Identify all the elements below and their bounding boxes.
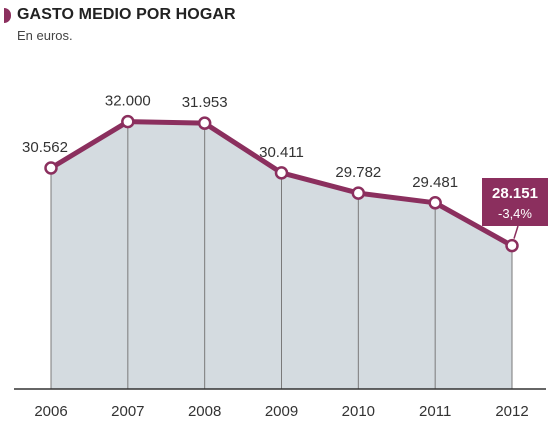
- data-label-2009: 30.411: [259, 144, 304, 161]
- data-point-2007: [121, 114, 135, 129]
- x-tick-label-2007: 2007: [111, 403, 144, 420]
- point-layer: [44, 114, 519, 253]
- data-label-2006: 30.562: [22, 139, 68, 156]
- grid-layer: [50, 121, 513, 389]
- data-label-2007: 32.000: [105, 93, 151, 110]
- x-tick-label-2008: 2008: [188, 403, 221, 420]
- data-label-2008: 31.953: [182, 94, 228, 111]
- chart-subtitle: En euros.: [17, 28, 73, 43]
- label-layer: 30.562 32.000 31.953 30.411 29.782 29.481: [22, 93, 458, 191]
- chart-header: GASTO MEDIO POR HOGAR En euros.: [4, 6, 236, 43]
- x-tick-label-2006: 2006: [34, 403, 67, 420]
- data-point-2008: [197, 116, 212, 130]
- data-point-2010: [351, 186, 366, 200]
- axis-layer: 2006 2007 2008 2009 2010 2011 2012: [14, 388, 546, 420]
- data-point-2011: [428, 196, 442, 210]
- data-label-2011: 29.481: [412, 174, 458, 191]
- data-point-2012: [505, 238, 519, 253]
- title-row: GASTO MEDIO POR HOGAR: [4, 6, 236, 24]
- data-point-2006: [44, 161, 58, 175]
- data-point-2009: [274, 166, 289, 180]
- callout-pointer: [513, 225, 519, 239]
- x-tick-label-2009: 2009: [265, 403, 298, 420]
- data-label-2010: 29.782: [335, 164, 381, 181]
- callout-change-label: -3,4%: [498, 206, 532, 221]
- x-tick-label-2012: 2012: [495, 403, 528, 420]
- chart-title: GASTO MEDIO POR HOGAR: [17, 6, 236, 23]
- title-marker-icon: [4, 7, 11, 23]
- callout-box: [482, 178, 548, 226]
- x-tick-label-2011: 2011: [419, 403, 451, 420]
- callout-layer: 28.151 -3,4%: [482, 178, 548, 239]
- x-tick-label-2010: 2010: [342, 403, 375, 420]
- callout-value-label: 28.151: [492, 185, 538, 202]
